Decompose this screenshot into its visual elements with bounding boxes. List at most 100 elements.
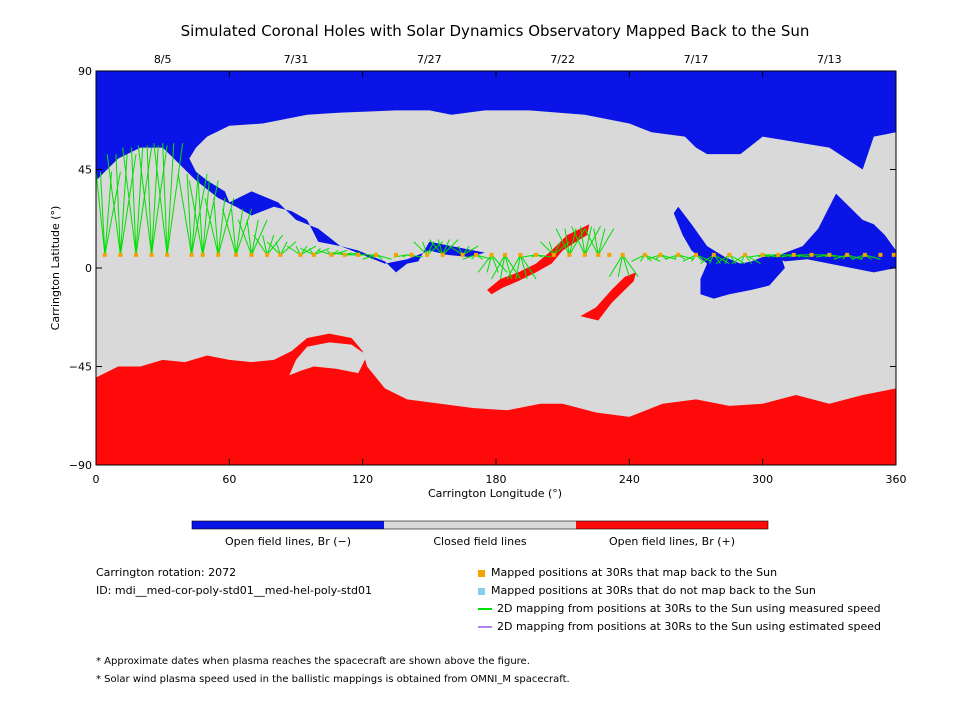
measured-mapping-line bbox=[286, 245, 301, 256]
measured-mapping-line bbox=[266, 241, 281, 256]
legend-line-icon bbox=[478, 608, 492, 610]
measured-mapping-line bbox=[375, 254, 392, 260]
x-tick-label: 180 bbox=[486, 473, 507, 486]
measured-mapping-line bbox=[135, 147, 144, 255]
measured-mapping-line bbox=[402, 254, 408, 258]
y-tick-label: 0 bbox=[85, 262, 92, 275]
measured-mapping-line bbox=[644, 254, 661, 262]
mapped-point bbox=[200, 252, 205, 257]
measured-mapping-line bbox=[486, 254, 493, 273]
measured-mapping-line bbox=[151, 145, 159, 255]
measured-mapping-line bbox=[331, 252, 345, 256]
measured-mapping-line bbox=[597, 228, 606, 255]
measured-mapping-line bbox=[491, 254, 508, 273]
measured-mapping-line bbox=[631, 254, 646, 262]
mapped-point bbox=[298, 252, 303, 257]
mapped-point bbox=[329, 252, 334, 257]
mapped-point bbox=[102, 252, 107, 257]
measured-mapping-line bbox=[186, 173, 193, 255]
south-polar-bay bbox=[289, 342, 368, 376]
mapped-point bbox=[165, 252, 170, 257]
note-dates: * Approximate dates when plasma reaches … bbox=[96, 656, 530, 667]
y-tick-label: 45 bbox=[78, 164, 92, 177]
measured-mapping-line bbox=[695, 254, 712, 262]
date-label: 7/13 bbox=[817, 53, 842, 66]
mapped-point bbox=[440, 252, 445, 257]
measured-mapping-line bbox=[462, 245, 479, 256]
legend-item: 2D mapping from positions at 30Rs to the… bbox=[478, 602, 881, 615]
measured-mapping-line bbox=[564, 228, 570, 255]
measured-mapping-line bbox=[131, 147, 137, 255]
measured-mapping-line bbox=[95, 171, 106, 255]
measured-mapping-line bbox=[166, 143, 175, 255]
date-label: 7/22 bbox=[550, 53, 575, 66]
measured-mapping-line bbox=[191, 173, 199, 255]
mapped-point bbox=[551, 252, 556, 257]
colorbar-label: Open field lines, Br (+) bbox=[609, 535, 735, 548]
mapped-point bbox=[596, 252, 601, 257]
measured-mapping-line bbox=[197, 180, 204, 255]
measured-mapping-line bbox=[597, 228, 615, 256]
mapped-point bbox=[149, 252, 154, 257]
measured-mapping-line bbox=[499, 254, 506, 280]
measured-mapping-line bbox=[275, 241, 281, 256]
date-label: 7/27 bbox=[417, 53, 442, 66]
measured-mapping-line bbox=[584, 226, 593, 255]
legend-label: Mapped positions at 30Rs that do not map… bbox=[491, 584, 816, 597]
measured-mapping-line bbox=[571, 226, 586, 256]
mapped-point bbox=[518, 252, 523, 257]
date-label: 7/17 bbox=[684, 53, 709, 66]
measured-mapping-line bbox=[104, 171, 113, 255]
measured-mapping-line bbox=[235, 208, 253, 256]
top-date-axis: 8/5 7/31 7/27 7/22 7/17 7/13 bbox=[154, 53, 842, 66]
measured-mapping-line bbox=[318, 250, 332, 256]
measured-mapping-line bbox=[99, 171, 106, 255]
measured-mapping-line bbox=[678, 254, 694, 260]
mapped-point bbox=[878, 252, 883, 257]
legend-item: 2D mapping from positions at 30Rs to the… bbox=[478, 620, 881, 633]
measured-mapping-line bbox=[253, 234, 268, 256]
measured-mapping-line bbox=[119, 154, 137, 255]
measured-mapping-line bbox=[177, 173, 193, 255]
measured-mapping-line bbox=[504, 254, 513, 280]
measured-mapping-line bbox=[135, 147, 153, 255]
measured-mapping-line bbox=[235, 208, 244, 255]
date-label: 8/5 bbox=[154, 53, 172, 66]
mapped-point bbox=[676, 252, 681, 257]
mapped-point bbox=[189, 252, 194, 257]
measured-mapping-line bbox=[579, 226, 586, 255]
mapped-point bbox=[827, 252, 832, 257]
mapped-point bbox=[489, 252, 494, 257]
carrington-rotation: Carrington rotation: 2072 bbox=[96, 566, 237, 579]
measured-mapping-line bbox=[520, 254, 537, 280]
colorbar-frame bbox=[191, 520, 769, 530]
mapped-point bbox=[356, 252, 361, 257]
colorbar: Open field lines, Br (−) Closed field lin… bbox=[191, 520, 769, 548]
x-tick-label: 0 bbox=[93, 473, 100, 486]
mapped-point bbox=[642, 252, 647, 257]
measured-mapping-line bbox=[553, 241, 561, 256]
measured-mapping-line bbox=[362, 254, 377, 260]
measured-mapping-line bbox=[584, 228, 599, 256]
mapped-point bbox=[216, 252, 221, 257]
measured-mapping-line bbox=[237, 219, 253, 256]
colorbar-segment bbox=[192, 521, 384, 529]
axes: 0 60 120 180 240 300 360 −90 −45 0 45 90 bbox=[69, 65, 907, 486]
measured-mapping-line bbox=[553, 241, 570, 256]
mapped-point bbox=[409, 252, 414, 257]
mapped-point bbox=[474, 252, 478, 257]
measured-mapping-line bbox=[584, 226, 601, 256]
measured-mapping-line bbox=[555, 228, 570, 256]
isolated-open-positive-patch bbox=[580, 272, 636, 321]
measured-mapping-line bbox=[462, 254, 477, 260]
north-polar-open-negative bbox=[96, 71, 896, 273]
plot-area bbox=[95, 71, 896, 465]
mapped-point bbox=[809, 252, 814, 257]
measured-mapping-line bbox=[449, 245, 463, 256]
mapped-point bbox=[711, 252, 716, 257]
measured-mapping-line bbox=[153, 143, 168, 255]
measured-mapping-line bbox=[204, 197, 219, 255]
mapped-point bbox=[342, 252, 347, 257]
measured-mapping-line bbox=[437, 239, 444, 256]
measured-mapping-line bbox=[622, 254, 639, 278]
